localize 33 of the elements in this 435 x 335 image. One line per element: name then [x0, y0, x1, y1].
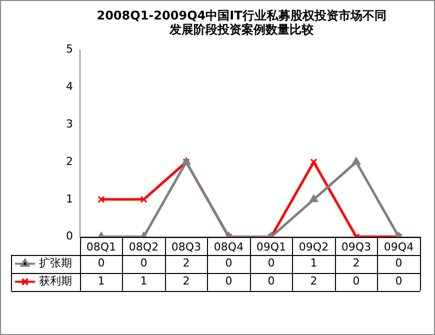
legend-label: 扩张期: [39, 256, 72, 270]
data-label: 0: [352, 274, 360, 288]
data-label: 2: [182, 274, 190, 288]
legend-label: 获利期: [39, 274, 72, 288]
data-label: 0: [395, 256, 402, 270]
y-tick-label: 1: [66, 192, 73, 206]
x-tick-label: 08Q1: [86, 240, 116, 254]
data-label: 2: [352, 256, 360, 270]
data-label: 0: [140, 256, 148, 270]
data-label: 0: [395, 274, 402, 288]
data-label: 0: [268, 274, 275, 288]
x-tick-label: 08Q3: [171, 240, 202, 254]
x-tick-label: 09Q3: [341, 240, 372, 254]
data-label: 1: [140, 274, 148, 288]
y-tick-label: 2: [66, 154, 73, 168]
y-tick-label: 4: [66, 80, 73, 94]
data-label: 0: [268, 256, 275, 270]
data-label: 1: [98, 274, 105, 288]
data-label: 1: [310, 256, 318, 270]
data-label: 0: [225, 256, 232, 270]
x-tick-label: 09Q4: [384, 240, 414, 254]
data-label: 2: [310, 274, 318, 288]
y-tick-label: 3: [66, 117, 73, 130]
data-label: 2: [182, 256, 190, 270]
chart-title: 2008Q1-2009Q4中国IT行业私募股权投资市场不同发展阶段投资案例数量比较: [96, 8, 386, 37]
x-tick-label: 08Q4: [214, 240, 244, 254]
data-label: 0: [225, 274, 232, 288]
x-tick-label: 09Q2: [298, 240, 329, 254]
data-label: 0: [98, 256, 105, 270]
y-tick-label: 5: [66, 42, 73, 56]
x-tick-label: 09Q1: [256, 240, 286, 254]
y-tick-label: 0: [66, 230, 73, 243]
x-tick-label: 08Q2: [128, 240, 159, 254]
